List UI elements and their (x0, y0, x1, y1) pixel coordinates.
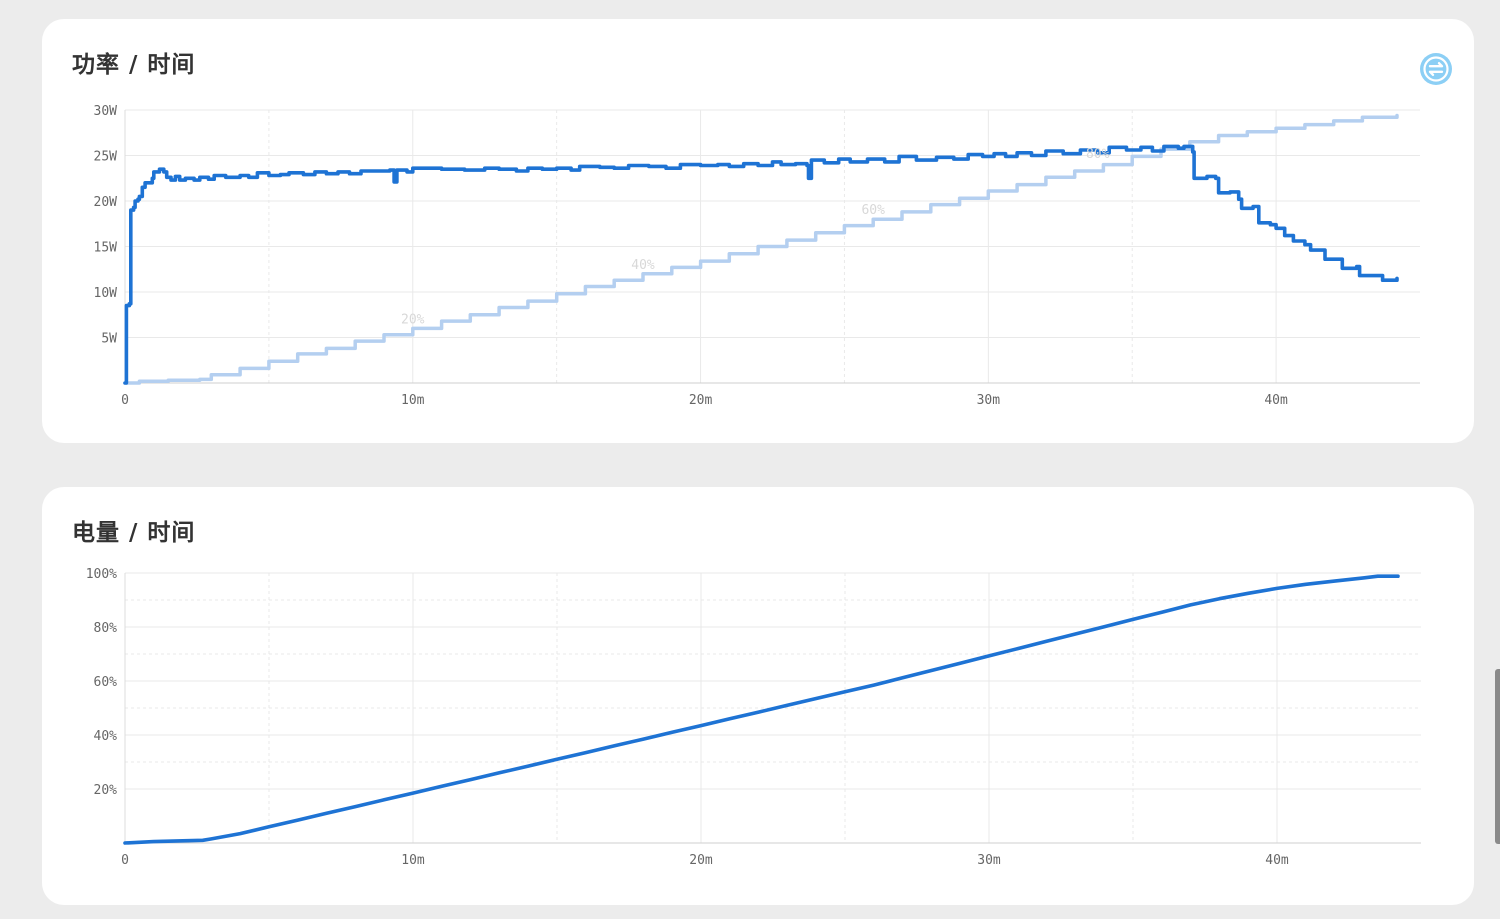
y-tick-label: 40% (94, 729, 118, 744)
x-tick-label: 0 (121, 393, 129, 408)
y-tick-label: 20W (94, 195, 118, 210)
y-tick-label: 5W (101, 332, 117, 347)
series-annotation: 20% (401, 312, 425, 327)
power-chart-title: 功率 / 时间 (72, 52, 196, 78)
y-tick-label: 15W (94, 241, 118, 256)
x-tick-label: 20m (689, 393, 713, 408)
y-tick-label: 100% (86, 567, 117, 582)
x-tick-label: 0 (121, 853, 129, 868)
power-chart: 5W 10W 15W 20W 25W 30W 0 10m 20m 30m 40m 20% 40% 60% 8… (94, 104, 1420, 408)
series-annotation: 80% (1086, 147, 1110, 162)
x-tick-label: 20m (689, 853, 713, 868)
power-series-line (123, 144, 1399, 385)
x-tick-label: 40m (1264, 393, 1288, 408)
battery-chart-card: 电量 / 时间 20% 40% 60% 80% 100% 0 10m 20m 30m 40m (42, 487, 1474, 905)
y-tick-label: 25W (94, 150, 118, 165)
power-chart-card: 功率 / 时间 5W 10W 15W 20W 25W 30W 0 10m 20m 30m 40m 20… (42, 19, 1474, 443)
x-tick-label: 30m (977, 853, 1001, 868)
battery-series-line (123, 574, 1400, 845)
series-annotation: 60% (861, 203, 885, 218)
y-tick-label: 20% (94, 783, 118, 798)
y-tick-label: 80% (94, 621, 118, 636)
series-annotation: 40% (631, 258, 655, 273)
swap-arrows-icon[interactable] (1420, 53, 1452, 85)
x-tick-label: 10m (401, 393, 425, 408)
battery-chart-title: 电量 / 时间 (72, 520, 196, 546)
x-tick-label: 40m (1265, 853, 1289, 868)
y-tick-label: 10W (94, 286, 118, 301)
y-tick-label: 60% (94, 675, 118, 690)
y-tick-label: 30W (94, 104, 118, 119)
page-scrollbar[interactable] (1495, 669, 1500, 844)
x-tick-label: 10m (401, 853, 425, 868)
x-tick-label: 30m (977, 393, 1001, 408)
battery-chart: 20% 40% 60% 80% 100% 0 10m 20m 30m 40m (86, 567, 1421, 868)
